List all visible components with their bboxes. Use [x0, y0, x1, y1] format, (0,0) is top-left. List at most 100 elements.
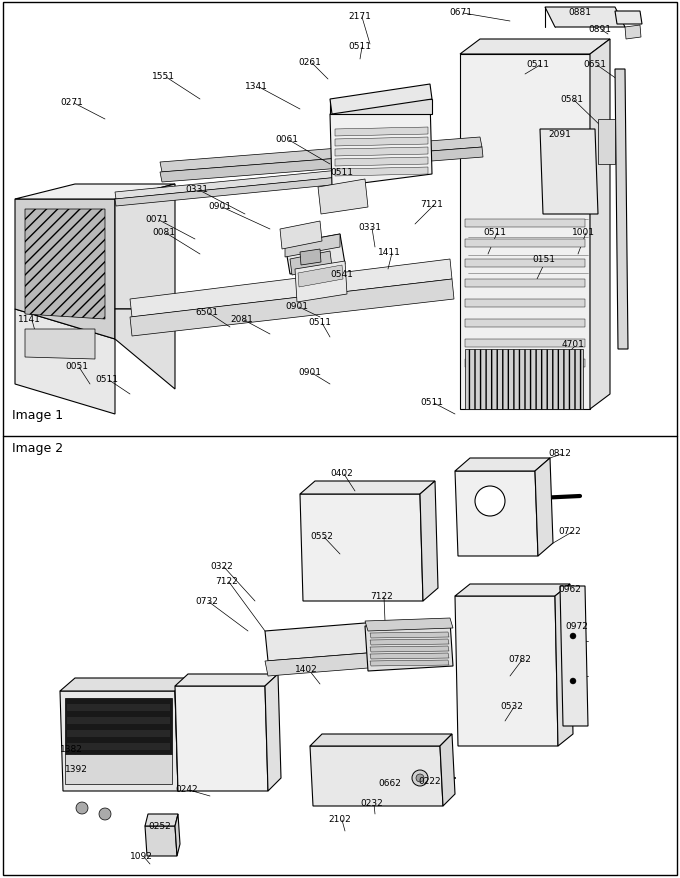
Text: 0511: 0511 — [420, 398, 443, 407]
Polygon shape — [365, 618, 453, 631]
Polygon shape — [15, 184, 175, 200]
Polygon shape — [60, 678, 190, 691]
Polygon shape — [15, 310, 115, 414]
Text: 2102: 2102 — [328, 814, 351, 823]
Polygon shape — [615, 12, 642, 25]
Polygon shape — [175, 678, 193, 791]
Polygon shape — [615, 70, 628, 349]
Text: 0722: 0722 — [558, 527, 581, 536]
Text: Image 1: Image 1 — [12, 408, 63, 421]
Text: 0511: 0511 — [483, 227, 506, 237]
Polygon shape — [285, 234, 340, 258]
Text: 0402: 0402 — [330, 469, 353, 478]
Polygon shape — [465, 220, 585, 227]
Polygon shape — [455, 596, 558, 746]
Text: 0782: 0782 — [508, 654, 531, 663]
Polygon shape — [465, 320, 585, 327]
Text: 0901: 0901 — [298, 368, 321, 377]
Polygon shape — [370, 639, 449, 645]
Polygon shape — [465, 360, 585, 368]
Polygon shape — [265, 651, 393, 676]
Polygon shape — [115, 310, 175, 390]
Text: 1392: 1392 — [65, 764, 88, 774]
Text: 7121: 7121 — [420, 200, 443, 209]
Polygon shape — [465, 240, 585, 248]
Polygon shape — [130, 280, 454, 336]
Text: 0071: 0071 — [145, 215, 168, 224]
Text: 0972: 0972 — [565, 622, 588, 630]
Text: 0261: 0261 — [298, 58, 321, 67]
Text: 1411: 1411 — [378, 248, 401, 256]
Polygon shape — [295, 262, 347, 303]
Polygon shape — [65, 754, 172, 784]
Text: 0151: 0151 — [532, 255, 555, 263]
Text: 0532: 0532 — [500, 702, 523, 710]
Text: 0232: 0232 — [360, 798, 383, 807]
Text: 0901: 0901 — [208, 202, 231, 211]
Polygon shape — [335, 128, 428, 137]
Circle shape — [416, 774, 424, 782]
Polygon shape — [130, 260, 452, 318]
Polygon shape — [65, 698, 172, 754]
Polygon shape — [330, 85, 432, 115]
Text: 0812: 0812 — [548, 449, 571, 457]
Polygon shape — [318, 180, 368, 215]
Polygon shape — [560, 587, 588, 726]
Polygon shape — [440, 734, 455, 806]
Polygon shape — [330, 100, 432, 115]
Polygon shape — [465, 280, 585, 288]
Polygon shape — [298, 266, 343, 288]
Polygon shape — [25, 329, 95, 360]
Text: 1141: 1141 — [18, 314, 41, 324]
Text: 1001: 1001 — [572, 227, 595, 237]
Polygon shape — [265, 674, 281, 791]
Text: 0881: 0881 — [568, 8, 591, 17]
Polygon shape — [310, 746, 443, 806]
Polygon shape — [535, 458, 553, 557]
Text: 6501: 6501 — [195, 307, 218, 317]
Polygon shape — [335, 158, 428, 167]
Text: 0322: 0322 — [210, 561, 233, 571]
Text: 0581: 0581 — [560, 95, 583, 104]
Text: 0331: 0331 — [358, 223, 381, 232]
Polygon shape — [370, 653, 449, 659]
Circle shape — [76, 802, 88, 814]
Circle shape — [99, 808, 111, 820]
Text: 0651: 0651 — [583, 60, 606, 68]
Text: 2081: 2081 — [230, 314, 253, 324]
Polygon shape — [598, 120, 615, 165]
Text: 0552: 0552 — [310, 531, 333, 540]
Text: 0962: 0962 — [558, 585, 581, 594]
Text: 7122: 7122 — [370, 591, 393, 601]
Text: 0061: 0061 — [275, 135, 298, 144]
Text: 0541: 0541 — [330, 270, 353, 278]
Text: 0081: 0081 — [152, 227, 175, 237]
Polygon shape — [285, 234, 345, 275]
Polygon shape — [290, 252, 332, 276]
Text: 0242: 0242 — [175, 784, 198, 793]
Polygon shape — [555, 585, 573, 746]
Polygon shape — [465, 340, 585, 348]
Text: 0511: 0511 — [308, 318, 331, 327]
Text: 0511: 0511 — [526, 60, 549, 68]
Text: 0732: 0732 — [195, 596, 218, 605]
Polygon shape — [115, 175, 372, 206]
Polygon shape — [67, 730, 170, 738]
Polygon shape — [300, 494, 423, 601]
Polygon shape — [540, 130, 598, 215]
Polygon shape — [460, 55, 590, 409]
Polygon shape — [300, 481, 435, 494]
Polygon shape — [145, 826, 177, 856]
Circle shape — [570, 633, 576, 639]
Text: 0051: 0051 — [65, 362, 88, 371]
Polygon shape — [330, 100, 432, 188]
Polygon shape — [335, 138, 428, 147]
Circle shape — [570, 678, 576, 684]
Text: 1382: 1382 — [60, 745, 83, 753]
Polygon shape — [455, 585, 570, 596]
Text: 0271: 0271 — [60, 97, 83, 107]
Polygon shape — [175, 674, 278, 687]
Text: 0252: 0252 — [148, 821, 171, 830]
Polygon shape — [465, 299, 585, 307]
Polygon shape — [160, 148, 483, 183]
